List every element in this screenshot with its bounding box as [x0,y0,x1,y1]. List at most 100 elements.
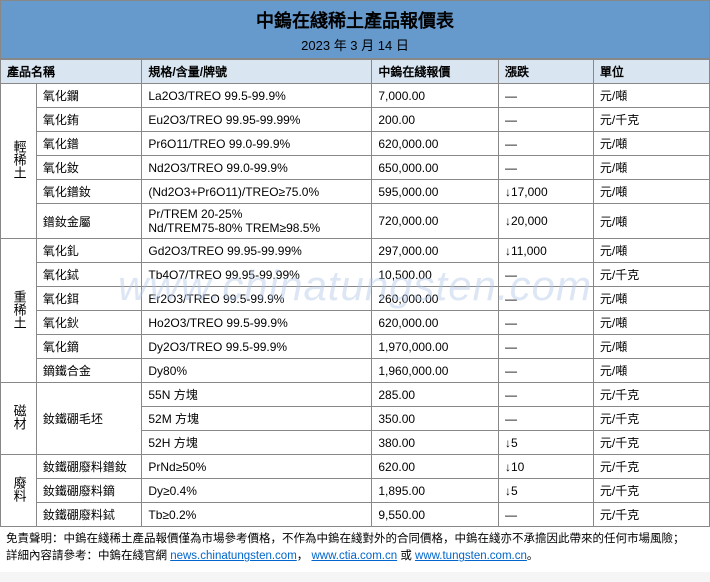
cell-unit: 元/噸 [593,132,709,156]
cell-unit: 元/噸 [593,311,709,335]
cell-spec: Tb4O7/TREO 99.95-99.99% [142,263,372,287]
cell-spec: Pr6O11/TREO 99.0-99.9% [142,132,372,156]
cell-trend: ↓17,000 [498,180,593,204]
product-name: 氧化鈥 [36,311,142,335]
category-cell: 廢料 [1,455,37,527]
cell-trend: — [498,407,593,431]
cell-price: 1,960,000.00 [372,359,499,383]
report-date: 2023 年 3 月 14 日 [1,35,709,54]
table-row: 廢料釹鐵硼廢料鐠釹PrNd≥50%620.00↓10元/千克 [1,455,710,479]
cell-unit: 元/千克 [593,263,709,287]
cell-spec: PrNd≥50% [142,455,372,479]
cell-unit: 元/千克 [593,108,709,132]
cell-price: 620.00 [372,455,499,479]
col-name: 產品名稱 [1,60,142,84]
cell-unit: 元/噸 [593,287,709,311]
cell-price: 620,000.00 [372,311,499,335]
table-row: 釹鐵硼廢料鋱Tb≥0.2%9,550.00—元/千克 [1,503,710,527]
cell-price: 1,895.00 [372,479,499,503]
cell-price: 1,970,000.00 [372,335,499,359]
cell-trend: — [498,108,593,132]
cell-unit: 元/千克 [593,455,709,479]
cell-unit: 元/千克 [593,407,709,431]
category-cell: 輕稀土 [1,84,37,239]
cell-unit: 元/噸 [593,156,709,180]
cell-spec: Eu2O3/TREO 99.95-99.99% [142,108,372,132]
cell-spec: La2O3/TREO 99.5-99.9% [142,84,372,108]
cell-spec: 52M 方塊 [142,407,372,431]
table-row: 氧化銪Eu2O3/TREO 99.95-99.99%200.00—元/千克 [1,108,710,132]
cell-trend: ↓10 [498,455,593,479]
product-name: 氧化鐠 [36,132,142,156]
table-row: 磁材釹鐵硼毛坯55N 方塊285.00—元/千克 [1,383,710,407]
disclaimer-line1: 免責聲明：中鎢在綫稀土產品報價僅為市場參考價格，不作為中鎢在綫對外的合同價格，中… [6,533,685,545]
cell-spec: Er2O3/TREO 99.5-99.9% [142,287,372,311]
table-row: 鐠釹金屬Pr/TREM 20-25%Nd/TREM75-80% TREM≥98.… [1,204,710,239]
cell-trend: — [498,359,593,383]
cell-unit: 元/噸 [593,84,709,108]
product-name: 氧化鏑 [36,335,142,359]
product-name: 氧化鑭 [36,84,142,108]
cell-trend: — [498,335,593,359]
product-name: 釹鐵硼毛坯 [36,383,142,455]
cell-price: 650,000.00 [372,156,499,180]
cell-spec: Pr/TREM 20-25%Nd/TREM75-80% TREM≥98.5% [142,204,372,239]
cell-trend: — [498,287,593,311]
cell-trend: — [498,132,593,156]
table-row: 鏑鐵合金Dy80%1,960,000.00—元/噸 [1,359,710,383]
cell-price: 350.00 [372,407,499,431]
cell-unit: 元/千克 [593,383,709,407]
product-name: 氧化鉺 [36,287,142,311]
cell-trend: ↓11,000 [498,239,593,263]
product-name: 鐠釹金屬 [36,204,142,239]
cell-price: 7,000.00 [372,84,499,108]
cell-trend: — [498,503,593,527]
table-row: 氧化鋱Tb4O7/TREO 99.95-99.99%10,500.00—元/千克 [1,263,710,287]
cell-spec: 52H 方塊 [142,431,372,455]
table-row: 氧化釹Nd2O3/TREO 99.0-99.9%650,000.00—元/噸 [1,156,710,180]
product-name: 釹鐵硼廢料鐠釹 [36,455,142,479]
footer: 免責聲明：中鎢在綫稀土產品報價僅為市場參考價格，不作為中鎢在綫對外的合同價格，中… [0,527,710,572]
product-name: 氧化鋱 [36,263,142,287]
cell-trend: — [498,84,593,108]
cell-spec: Gd2O3/TREO 99.95-99.99% [142,239,372,263]
category-cell: 重稀土 [1,239,37,383]
cell-spec: Dy2O3/TREO 99.5-99.9% [142,335,372,359]
cell-trend: — [498,156,593,180]
product-name: 氧化銪 [36,108,142,132]
footer-link-2[interactable]: www.ctia.com.cn [311,550,397,562]
table-header: 中鎢在綫稀土產品報價表 2023 年 3 月 14 日 [0,0,710,59]
category-cell: 磁材 [1,383,37,455]
cell-trend: — [498,383,593,407]
cell-spec: 55N 方塊 [142,383,372,407]
cell-unit: 元/千克 [593,503,709,527]
footer-link-3[interactable]: www.tungsten.com.cn [415,550,527,562]
col-trend: 漲跌 [498,60,593,84]
cell-trend: — [498,311,593,335]
cell-unit: 元/噸 [593,359,709,383]
cell-price: 297,000.00 [372,239,499,263]
cell-trend: ↓20,000 [498,204,593,239]
cell-unit: 元/噸 [593,335,709,359]
table-row: 輕稀土氧化鑭La2O3/TREO 99.5-99.9%7,000.00—元/噸 [1,84,710,108]
page-title: 中鎢在綫稀土產品報價表 [1,7,709,33]
cell-price: 620,000.00 [372,132,499,156]
col-price: 中鎢在綫報價 [372,60,499,84]
cell-price: 200.00 [372,108,499,132]
cell-price: 285.00 [372,383,499,407]
cell-trend: ↓5 [498,479,593,503]
table-row: 氧化鐠釹(Nd2O3+Pr6O11)/TREO≥75.0%595,000.00↓… [1,180,710,204]
price-table-container: www.chinatungsten.com 中鎢在綫稀土產品報價表 2023 年… [0,0,710,572]
cell-trend: ↓5 [498,431,593,455]
product-name: 釹鐵硼廢料鏑 [36,479,142,503]
product-name: 釹鐵硼廢料鋱 [36,503,142,527]
footer-link-1[interactable]: news.chinatungsten.com [170,550,297,562]
table-row: 重稀土氧化釓Gd2O3/TREO 99.95-99.99%297,000.00↓… [1,239,710,263]
col-spec: 規格/含量/牌號 [142,60,372,84]
cell-price: 260,000.00 [372,287,499,311]
cell-spec: Dy80% [142,359,372,383]
product-name: 氧化釓 [36,239,142,263]
cell-spec: (Nd2O3+Pr6O11)/TREO≥75.0% [142,180,372,204]
disclaimer-line2-prefix: 詳細內容請參考：中鎢在綫官網 [6,550,170,562]
cell-unit: 元/噸 [593,180,709,204]
